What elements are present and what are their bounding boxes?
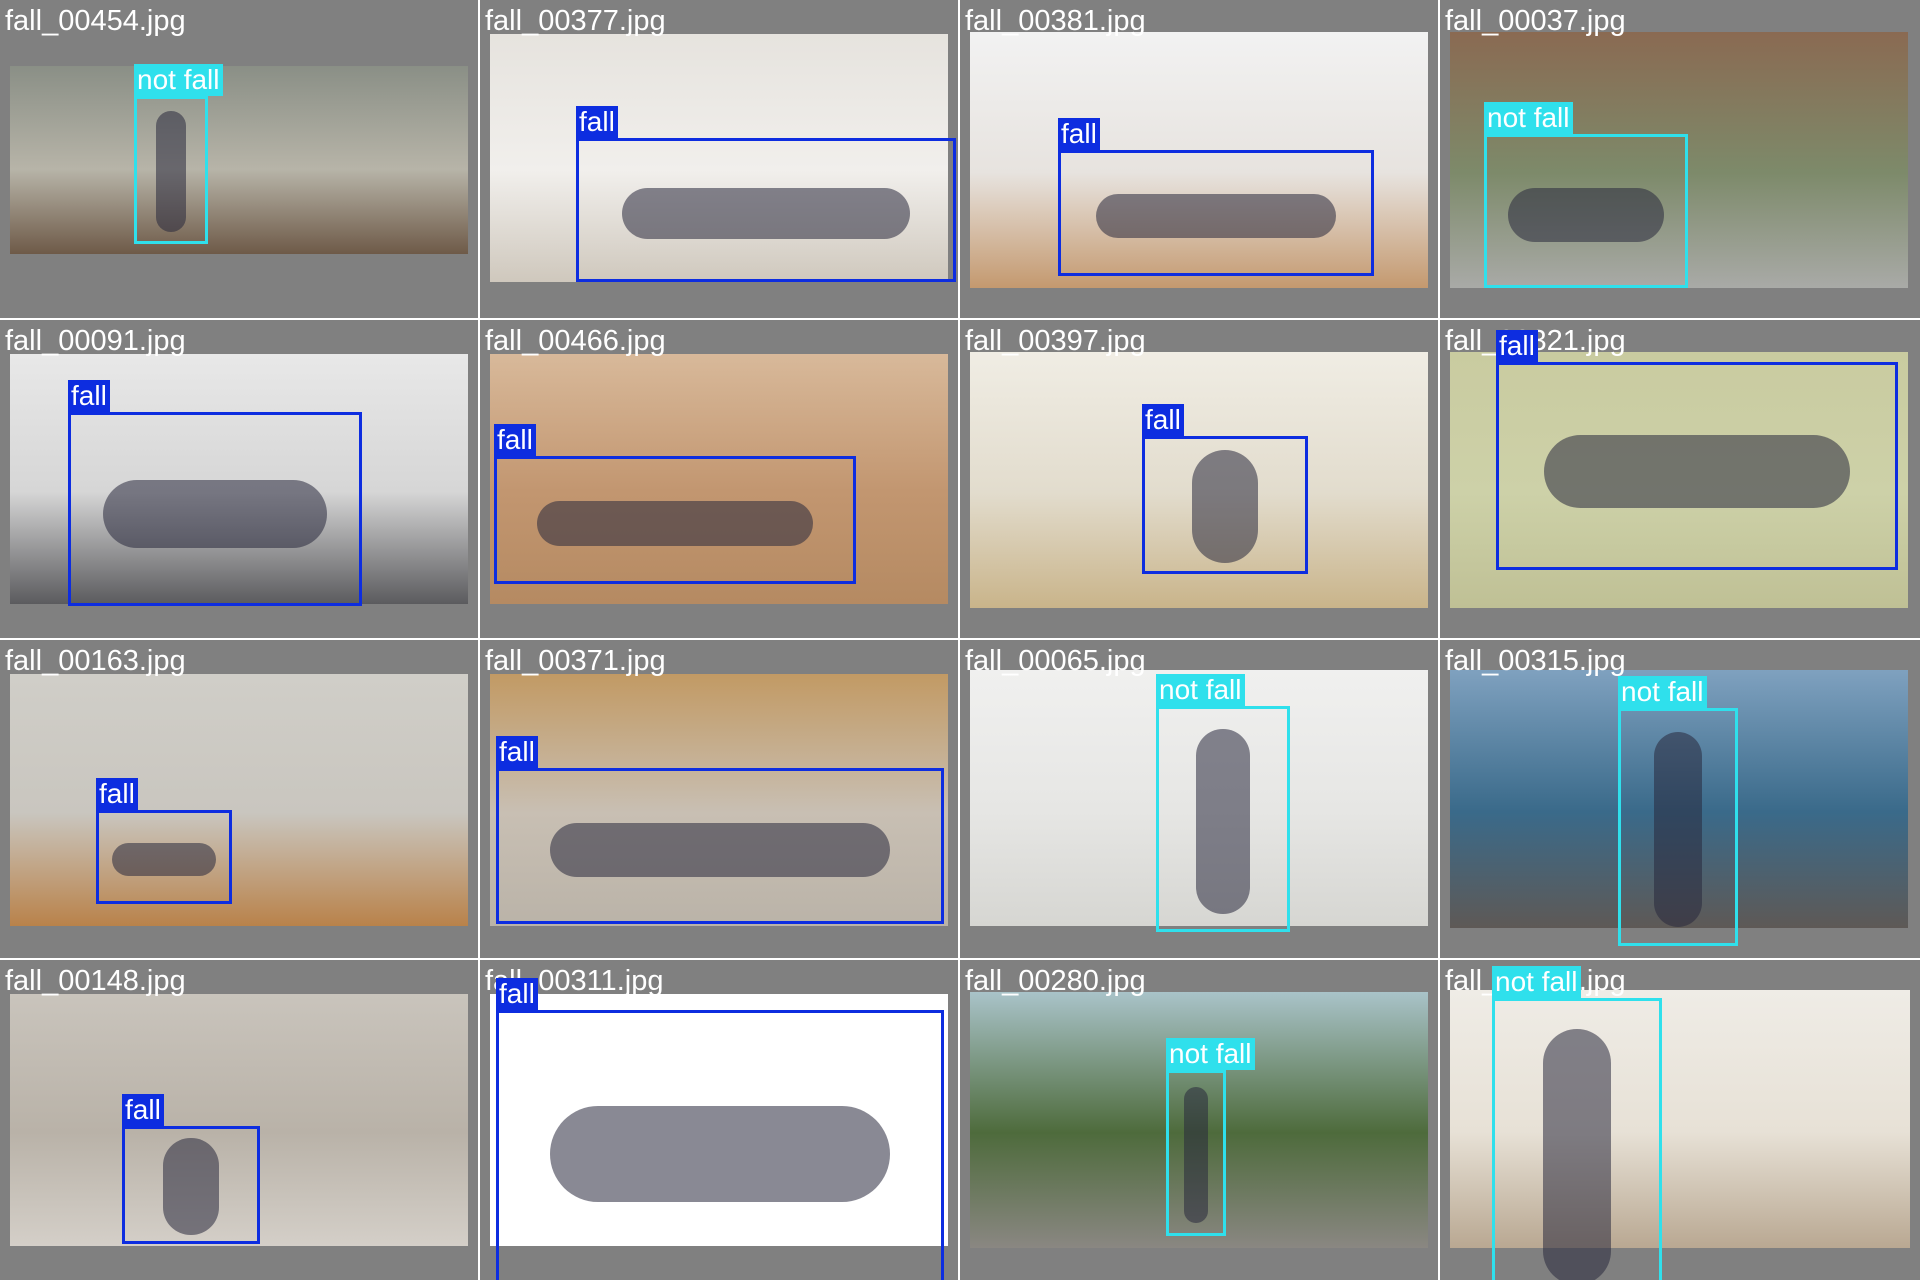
person-figure — [1543, 1029, 1611, 1280]
detection-box — [1496, 362, 1898, 570]
filename-label: fall_00037.jpg — [1445, 5, 1626, 37]
detection-box — [134, 96, 208, 244]
detection-box — [1156, 706, 1290, 932]
person-figure — [112, 842, 216, 876]
filename-label: fall_00148.jpg — [5, 965, 186, 997]
detection-box — [1484, 134, 1688, 288]
person-figure — [549, 1105, 891, 1202]
person-figure — [1191, 449, 1259, 563]
photo — [490, 354, 948, 604]
image-tile: fall fall_00397.jpg — [960, 320, 1438, 638]
detection-label: not fall — [134, 64, 223, 96]
filename-label: fall_00466.jpg — [485, 325, 666, 357]
photo — [10, 674, 468, 926]
filename-label: fall_00280.jpg — [965, 965, 1146, 997]
person-figure — [1544, 434, 1850, 508]
image-tile: not fall fall_00280.jpg — [960, 960, 1438, 1280]
detection-label: not fall — [1484, 102, 1573, 134]
detection-box — [1618, 708, 1738, 946]
photo — [970, 32, 1428, 288]
filename-label: fall_00163.jpg — [5, 645, 186, 677]
person-figure — [163, 1137, 219, 1235]
person-figure — [1095, 194, 1337, 239]
detection-box — [96, 810, 232, 904]
image-tile: not fall fall_00454.jpg — [0, 0, 478, 318]
detection-label: fall — [496, 978, 538, 1010]
detection-label: fall — [576, 106, 618, 138]
person-figure — [1184, 1086, 1208, 1223]
image-tile: fall fall_00466.jpg — [480, 320, 958, 638]
detection-label: fall — [1058, 118, 1100, 150]
detection-box — [1492, 998, 1662, 1280]
filename-label: fall_00371.jpg — [485, 645, 666, 677]
photo — [490, 34, 948, 282]
image-tile: fall fall_00163.jpg — [0, 640, 478, 958]
filename-label: fall_00315.jpg — [1445, 645, 1626, 677]
person-figure — [549, 822, 891, 878]
filename-label: fall_00454.jpg — [5, 5, 186, 37]
image-tile: fall fall_00371.jpg — [480, 640, 958, 958]
image-tile: not fall fall_00065.jpg — [960, 640, 1438, 958]
detection-box — [496, 1010, 944, 1280]
detection-box — [68, 412, 362, 606]
detection-label: fall — [68, 380, 110, 412]
photo — [10, 994, 468, 1246]
detection-label: fall — [496, 736, 538, 768]
detection-box — [1166, 1070, 1226, 1236]
detection-label: not fall — [1618, 676, 1707, 708]
image-tile: not fall fall_00315.jpg — [1440, 640, 1920, 958]
image-tile: fall fall_00148.jpg — [0, 960, 478, 1280]
detection-box — [494, 456, 856, 584]
filename-label: fall_00397.jpg — [965, 325, 1146, 357]
image-tile: not fall fall_00037.jpg — [1440, 0, 1920, 318]
person-figure — [1508, 187, 1664, 242]
image-tile: fall fall_00311.jpg — [480, 960, 958, 1280]
detection-box — [1058, 150, 1374, 276]
photo — [1450, 32, 1908, 288]
detection-label: fall — [1142, 404, 1184, 436]
detection-label: not fall — [1166, 1038, 1255, 1070]
person-figure — [1196, 728, 1250, 914]
detection-label: fall — [494, 424, 536, 456]
detection-label: fall — [96, 778, 138, 810]
person-figure — [156, 110, 186, 233]
person-figure — [103, 479, 327, 548]
photo — [490, 674, 948, 926]
photo — [1450, 990, 1910, 1248]
person-figure — [537, 500, 813, 546]
detection-label: fall — [122, 1094, 164, 1126]
filename-label: fall_00381.jpg — [965, 5, 1146, 37]
person-figure — [621, 188, 911, 239]
detection-box — [1142, 436, 1308, 574]
detection-label: fall — [1496, 330, 1538, 362]
photo — [10, 66, 468, 254]
detection-box — [496, 768, 944, 924]
detection-label: not fall — [1492, 966, 1581, 998]
person-figure — [1654, 731, 1702, 927]
filename-label: fall_00377.jpg — [485, 5, 666, 37]
image-tile: fall fall_00091.jpg — [0, 320, 478, 638]
detection-box — [122, 1126, 260, 1244]
filename-label: fall_00091.jpg — [5, 325, 186, 357]
detection-label: not fall — [1156, 674, 1245, 706]
image-tile: fall fall_00381.jpg — [960, 0, 1438, 318]
filename-label: fall_00065.jpg — [965, 645, 1146, 677]
detection-box — [576, 138, 956, 282]
image-tile: fall fall_00377.jpg — [480, 0, 958, 318]
